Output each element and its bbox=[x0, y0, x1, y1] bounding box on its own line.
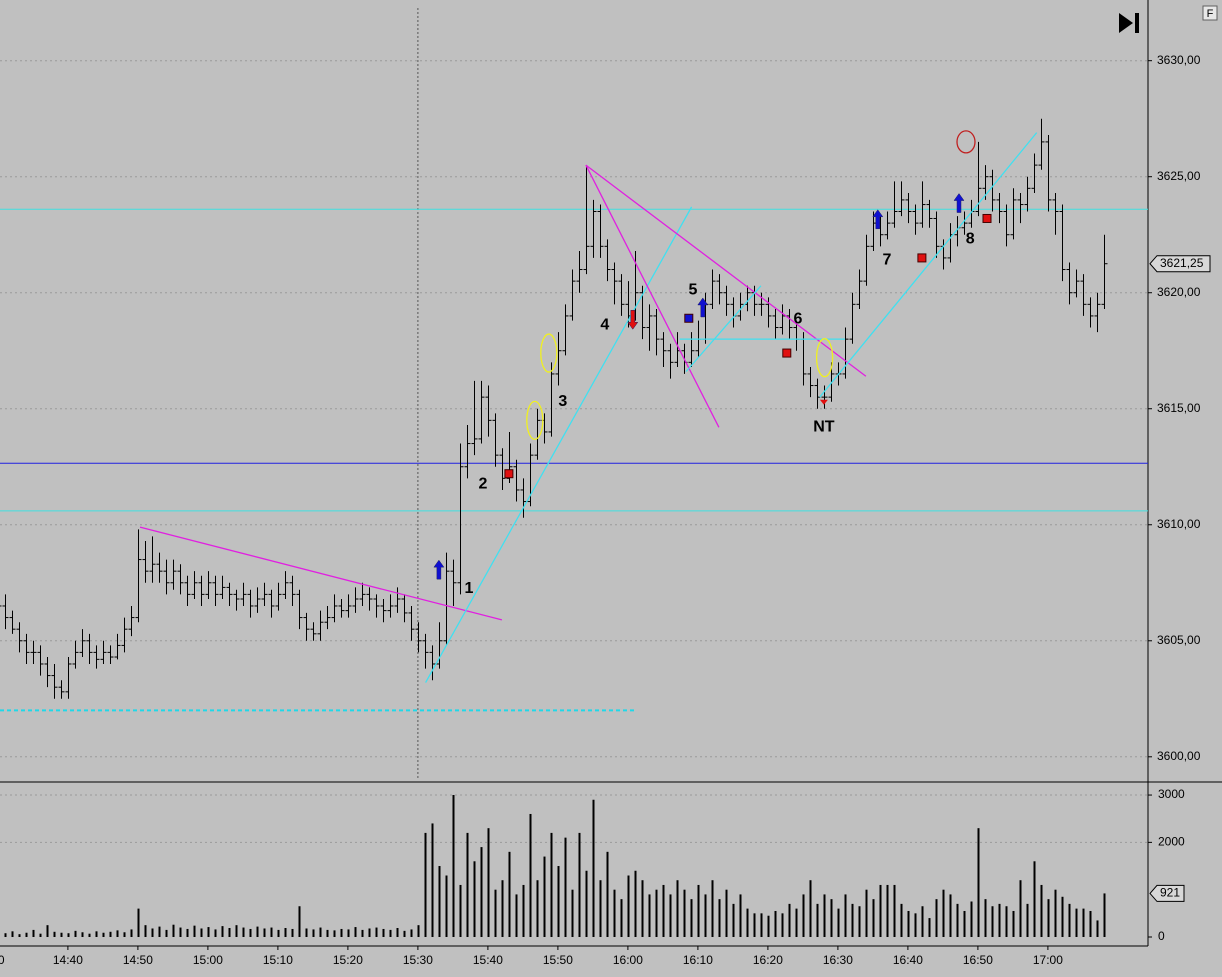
arrow-marker bbox=[953, 193, 965, 213]
play-icon[interactable] bbox=[1119, 13, 1133, 33]
y-tick-label: 0 bbox=[1158, 929, 1165, 943]
x-tick-label: 14:40 bbox=[53, 953, 83, 967]
annotation: NT bbox=[813, 419, 835, 436]
annotation: 6 bbox=[794, 311, 803, 328]
trend-line bbox=[585, 164, 720, 428]
y-tick-label: 3620,00 bbox=[1157, 285, 1201, 299]
x-tick-label: 15:00 bbox=[193, 953, 223, 967]
x-tick-label: 16:10 bbox=[683, 953, 713, 967]
x-tick-label: 17:00 bbox=[1033, 953, 1063, 967]
triangle-marker bbox=[819, 399, 828, 405]
trend-line bbox=[139, 526, 503, 621]
annotation: 8 bbox=[966, 231, 975, 248]
x-tick-label: 15:40 bbox=[473, 953, 503, 967]
button-label[interactable]: F bbox=[1207, 8, 1214, 20]
annotation: 7 bbox=[882, 251, 891, 268]
trade-marker bbox=[917, 253, 927, 263]
x-tick-label: 16:50 bbox=[963, 953, 993, 967]
x-tick-label: 15:10 bbox=[263, 953, 293, 967]
trend-line bbox=[685, 285, 762, 373]
x-tick-label: 15:20 bbox=[333, 953, 363, 967]
arrow-marker bbox=[433, 559, 445, 580]
y-tick-label: 3615,00 bbox=[1157, 401, 1201, 415]
y-tick-label: 3625,00 bbox=[1157, 169, 1201, 183]
annotation: 4 bbox=[600, 316, 609, 333]
x-tick-label: 16:20 bbox=[753, 953, 783, 967]
arrow-marker bbox=[872, 209, 884, 230]
trade-marker bbox=[782, 348, 792, 358]
volume-tag bbox=[1149, 884, 1185, 902]
play-button[interactable] bbox=[1119, 13, 1139, 33]
trade-marker bbox=[684, 313, 694, 323]
x-tick-label: 16:40 bbox=[893, 953, 923, 967]
y-tick-label: 2000 bbox=[1158, 835, 1185, 849]
trade-marker bbox=[504, 469, 514, 479]
play-bar[interactable] bbox=[1135, 13, 1139, 33]
time-axis-area bbox=[0, 946, 1148, 977]
y-tick-label: 3600,00 bbox=[1157, 749, 1201, 763]
trend-line bbox=[819, 132, 1038, 398]
annotation: 3 bbox=[558, 393, 567, 410]
annotation: 5 bbox=[689, 282, 698, 299]
annotation: 1 bbox=[465, 580, 474, 597]
price-tag-label: 3621,25 bbox=[1160, 256, 1204, 270]
arrow-marker bbox=[627, 309, 639, 330]
circle-marker bbox=[526, 400, 544, 440]
x-tick-label: 15:50 bbox=[543, 953, 573, 967]
trade-marker bbox=[982, 213, 992, 223]
circle-marker bbox=[540, 333, 558, 373]
annotation: 2 bbox=[479, 475, 488, 492]
y-tick-label: 3630,00 bbox=[1157, 53, 1201, 67]
x-tick-label: 16:30 bbox=[823, 953, 853, 967]
price-tag bbox=[1149, 255, 1211, 273]
y-tick-label: 3605,00 bbox=[1157, 633, 1201, 647]
button-frame[interactable] bbox=[1202, 5, 1218, 21]
trend-line bbox=[585, 164, 867, 377]
arrow-marker bbox=[697, 297, 709, 318]
x-tick-label: 16:00 bbox=[613, 953, 643, 967]
y-tick-label: 3610,00 bbox=[1157, 517, 1201, 531]
x-tick-label: 14:50 bbox=[123, 953, 153, 967]
f-button[interactable]: F bbox=[1202, 5, 1218, 21]
circle-marker bbox=[956, 130, 976, 154]
circle-marker bbox=[815, 338, 834, 378]
x-tick-label: 15:30 bbox=[403, 953, 433, 967]
y-tick-label: 3000 bbox=[1158, 787, 1185, 801]
volume-tag-label: 921 bbox=[1160, 886, 1180, 900]
x-tick-label: 30 bbox=[0, 953, 5, 967]
